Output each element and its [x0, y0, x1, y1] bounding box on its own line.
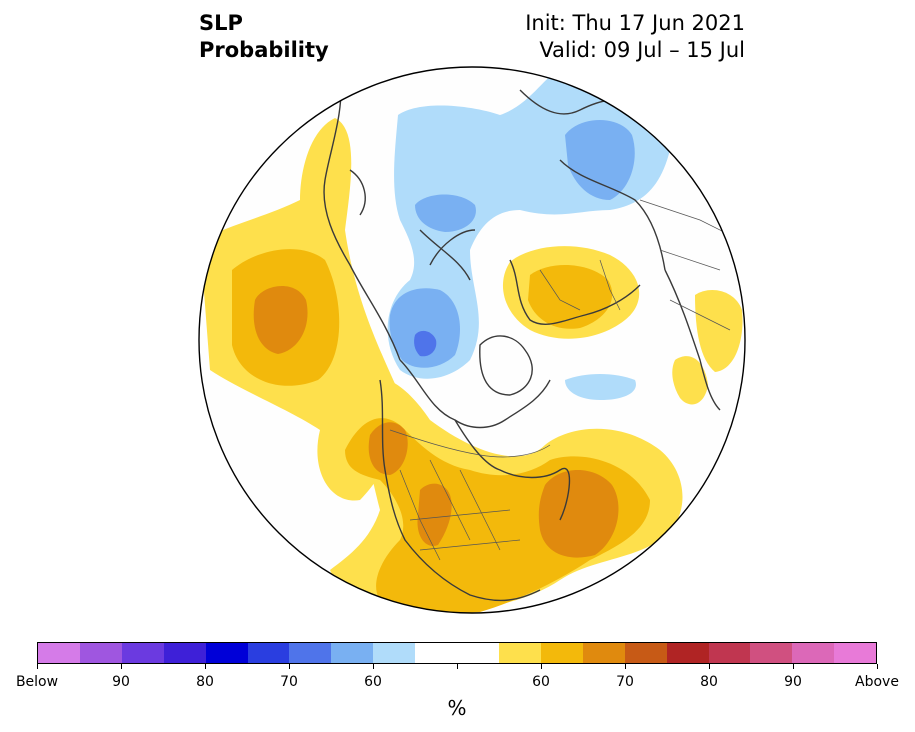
arctic-negative-80	[414, 330, 437, 357]
colorbar-tick-label: 60	[532, 674, 550, 690]
colorbar-swatch	[666, 643, 709, 663]
arctic-negative-70-center	[415, 194, 476, 232]
colorbar-tick-label: 60	[364, 674, 382, 690]
colorbar-swatch	[582, 643, 625, 663]
colorbar-tick-label: 80	[700, 674, 718, 690]
colorbar-tick-label: Above	[855, 674, 899, 690]
colorbar-tick-label: 90	[784, 674, 802, 690]
colorbar-swatch	[498, 643, 541, 663]
colorbar-tick	[373, 664, 374, 669]
arctic-negative-70-north	[565, 120, 635, 200]
colorbar-swatch	[38, 643, 80, 663]
colorbar-tick	[289, 664, 290, 669]
forecast-dates: Init: Thu 17 Jun 2021 Valid: 09 Jul – 15…	[525, 10, 745, 64]
colorbar-swatch	[331, 643, 374, 663]
init-date: Init: Thu 17 Jun 2021	[525, 11, 745, 35]
colorbar-tick-label: 70	[280, 674, 298, 690]
na-positive-70	[345, 418, 650, 613]
colorbar-tick	[457, 664, 458, 669]
colorbar	[37, 642, 877, 664]
colorbar-tick	[625, 664, 626, 669]
product-label: Probability	[199, 38, 329, 62]
colorbar-tick	[205, 664, 206, 669]
na-positive-80-central	[417, 483, 452, 546]
colorbar-tick	[793, 664, 794, 669]
colorbar-swatch	[79, 643, 122, 663]
atlantic-positive-80	[538, 470, 619, 558]
colorbar-tick-label: 70	[616, 674, 634, 690]
valid-range: Valid: 09 Jul – 15 Jul	[539, 38, 745, 62]
map-title: SLP Probability	[199, 10, 329, 64]
asia-positive-60-south	[672, 356, 708, 405]
colorbar-swatch	[247, 643, 290, 663]
colorbar-tick	[121, 664, 122, 669]
colorbar-unit: %	[447, 696, 467, 720]
colorbar-swatch	[205, 643, 248, 663]
siberia-negative-60	[565, 374, 636, 400]
asia-positive-60	[695, 290, 743, 372]
pacific-positive-80	[253, 286, 308, 354]
colorbar-swatch	[624, 643, 667, 663]
colorbar-swatch	[834, 643, 877, 663]
colorbar-swatch	[540, 643, 583, 663]
colorbar-tick	[37, 664, 38, 669]
globe-boundary	[198, 66, 746, 614]
colorbar-tick	[541, 664, 542, 669]
colorbar-swatch	[373, 643, 416, 663]
colorbar-tick	[877, 664, 878, 669]
colorbar-swatch	[792, 643, 835, 663]
colorbar-swatch	[708, 643, 751, 663]
colorbar-tick-label: 90	[112, 674, 130, 690]
colorbar-tick-label: Below	[15, 674, 59, 690]
na-positive-80-west	[368, 422, 408, 475]
polar-map	[198, 66, 746, 614]
colorbar-swatch	[121, 643, 164, 663]
coastlines	[323, 74, 721, 602]
colorbar-swatch	[750, 643, 793, 663]
colorbar-swatch	[289, 643, 332, 663]
colorbar-tick-label: 80	[196, 674, 214, 690]
colorbar-swatch	[163, 643, 206, 663]
arctic-negative-70-south	[389, 288, 460, 368]
variable-label: SLP	[199, 11, 243, 35]
colorbar-tick	[709, 664, 710, 669]
colorbar-swatch	[457, 643, 499, 663]
colorbar-swatch	[415, 643, 458, 663]
